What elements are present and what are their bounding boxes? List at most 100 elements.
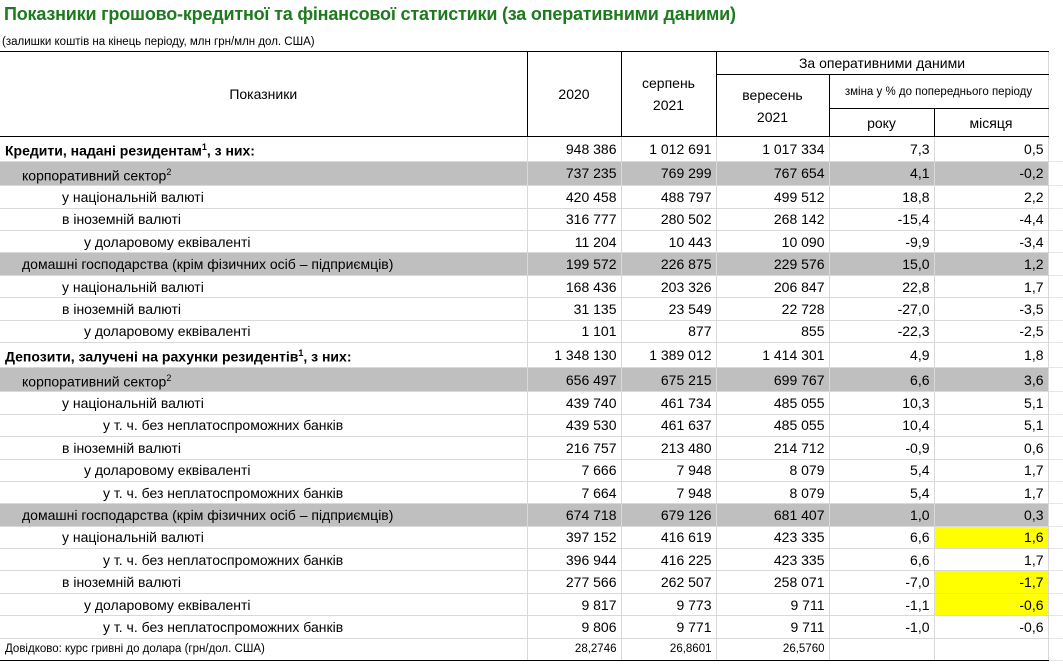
value-september-2021[interactable]: 206 847 [715, 275, 829, 299]
value-september-2021[interactable]: 855 [715, 320, 829, 344]
value-2020[interactable]: 216 757 [526, 436, 621, 460]
value-2020[interactable]: 439 740 [526, 391, 621, 415]
empty-cell[interactable] [1047, 320, 1063, 344]
row-label[interactable]: у доларовому еквіваленті [0, 459, 527, 482]
empty-cell[interactable] [1047, 615, 1063, 639]
value-august-2021[interactable]: 769 299 [620, 161, 716, 187]
value-august-2021[interactable]: 10 443 [620, 230, 716, 254]
change-month[interactable]: 5,1 [933, 391, 1048, 415]
change-year[interactable]: 6,6 [828, 526, 934, 550]
value-2020[interactable]: 316 777 [526, 208, 621, 232]
change-month[interactable]: 1,6 [933, 526, 1048, 550]
empty-cell[interactable] [1047, 593, 1063, 617]
empty-cell[interactable] [1047, 342, 1063, 368]
value-september-2021[interactable]: 10 090 [715, 230, 829, 254]
row-label[interactable]: домашні господарства (крім фізичних осіб… [0, 503, 527, 527]
value-august-2021[interactable]: 203 326 [620, 275, 716, 299]
value-2020[interactable]: 7 666 [526, 459, 621, 482]
empty-cell[interactable] [1047, 161, 1063, 187]
value-august-2021[interactable]: 9 771 [620, 615, 716, 639]
change-year[interactable]: 4,9 [828, 342, 934, 368]
value-september-2021[interactable]: 681 407 [715, 503, 829, 527]
change-month[interactable]: 2,2 [933, 185, 1048, 209]
value-september-2021[interactable]: 699 767 [715, 367, 829, 393]
empty-cell[interactable] [1047, 436, 1063, 460]
row-label[interactable]: у доларовому еквіваленті [0, 320, 527, 344]
row-label[interactable]: у доларовому еквіваленті [0, 230, 527, 254]
empty-cell[interactable] [1047, 252, 1063, 276]
change-year[interactable]: -7,0 [828, 570, 934, 594]
row-label[interactable]: у т. ч. без неплатоспроможних банків [0, 481, 527, 505]
value-august-2021[interactable]: 7 948 [620, 481, 716, 505]
row-label[interactable]: у т. ч. без неплатоспроможних банків [0, 414, 527, 438]
value-august-2021[interactable]: 488 797 [620, 185, 716, 209]
value-september-2021[interactable]: 268 142 [715, 208, 829, 232]
value-august-2021[interactable]: 1 012 691 [620, 136, 716, 162]
value-august-2021[interactable]: 7 948 [620, 459, 716, 482]
change-month[interactable]: 1,7 [933, 548, 1048, 572]
empty-cell[interactable] [1047, 638, 1063, 662]
empty-cell[interactable] [1047, 481, 1063, 505]
row-label[interactable]: в іноземній валюті [0, 436, 527, 460]
empty-cell[interactable] [1047, 136, 1063, 162]
value-september-2021[interactable]: 9 711 [715, 615, 829, 639]
value-september-2021[interactable]: 423 335 [715, 548, 829, 572]
row-label[interactable]: Депозити, залучені на рахунки резидентів… [0, 342, 527, 368]
value-2020[interactable]: 439 530 [526, 414, 621, 438]
value-september-2021[interactable]: 8 079 [715, 459, 829, 482]
value-2020[interactable]: 277 566 [526, 570, 621, 594]
change-month[interactable]: 3,6 [933, 367, 1048, 393]
change-year[interactable]: -9,9 [828, 230, 934, 254]
value-2020[interactable]: 656 497 [526, 367, 621, 393]
row-label[interactable]: у національній валюті [0, 391, 527, 415]
value-august-2021[interactable]: 416 619 [620, 526, 716, 550]
value-2020[interactable]: 199 572 [526, 252, 621, 276]
change-year[interactable] [828, 637, 934, 662]
change-year[interactable]: 6,6 [828, 367, 934, 393]
empty-cell[interactable] [1047, 230, 1063, 254]
change-month[interactable]: 1,7 [933, 459, 1048, 482]
value-2020[interactable]: 396 944 [526, 548, 621, 572]
value-august-2021[interactable]: 213 480 [620, 436, 716, 460]
empty-cell[interactable] [1047, 367, 1063, 393]
row-label[interactable]: у т. ч. без неплатоспроможних банків [0, 548, 527, 572]
value-august-2021[interactable]: 675 215 [620, 367, 716, 393]
value-2020[interactable]: 1 101 [526, 320, 621, 344]
value-august-2021[interactable]: 262 507 [620, 570, 716, 594]
value-august-2021[interactable]: 1 389 012 [620, 342, 716, 368]
value-2020[interactable]: 11 204 [526, 230, 621, 254]
value-august-2021[interactable]: 679 126 [620, 503, 716, 527]
value-2020[interactable]: 674 718 [526, 503, 621, 527]
empty-cell[interactable] [1047, 503, 1063, 527]
change-year[interactable]: 5,4 [828, 459, 934, 482]
change-year[interactable]: -0,9 [828, 436, 934, 460]
value-august-2021[interactable]: 23 549 [620, 297, 716, 321]
change-month[interactable]: -0,6 [933, 615, 1048, 639]
value-september-2021[interactable]: 1 414 301 [715, 342, 829, 368]
row-label[interactable]: Кредити, надані резидентам1, з них: [0, 136, 527, 162]
value-september-2021[interactable]: 258 071 [715, 570, 829, 594]
change-month[interactable]: -1,7 [933, 570, 1048, 594]
change-year[interactable]: -15,4 [828, 208, 934, 232]
row-label[interactable]: у національній валюті [0, 526, 527, 550]
value-august-2021[interactable]: 226 875 [620, 252, 716, 276]
empty-cell[interactable] [1047, 459, 1063, 482]
row-label[interactable]: в іноземній валюті [0, 297, 527, 321]
value-2020[interactable]: 28,2746 [526, 637, 621, 662]
change-month[interactable]: -4,4 [933, 208, 1048, 232]
change-month[interactable]: -2,5 [933, 320, 1048, 344]
value-2020[interactable]: 737 235 [526, 161, 621, 187]
value-september-2021[interactable]: 22 728 [715, 297, 829, 321]
value-september-2021[interactable]: 767 654 [715, 161, 829, 187]
change-month[interactable]: 1,7 [933, 481, 1048, 505]
value-september-2021[interactable]: 485 055 [715, 414, 829, 438]
value-august-2021[interactable]: 9 773 [620, 593, 716, 617]
value-september-2021[interactable]: 214 712 [715, 436, 829, 460]
empty-cell[interactable] [1047, 391, 1063, 415]
change-year[interactable]: 1,0 [828, 503, 934, 527]
row-label[interactable]: у доларовому еквіваленті [0, 593, 527, 617]
change-year[interactable]: -1,1 [828, 593, 934, 617]
value-2020[interactable]: 420 458 [526, 185, 621, 209]
row-label[interactable]: домашні господарства (крім фізичних осіб… [0, 252, 527, 276]
row-label[interactable]: у т. ч. без неплатоспроможних банків [0, 615, 527, 639]
